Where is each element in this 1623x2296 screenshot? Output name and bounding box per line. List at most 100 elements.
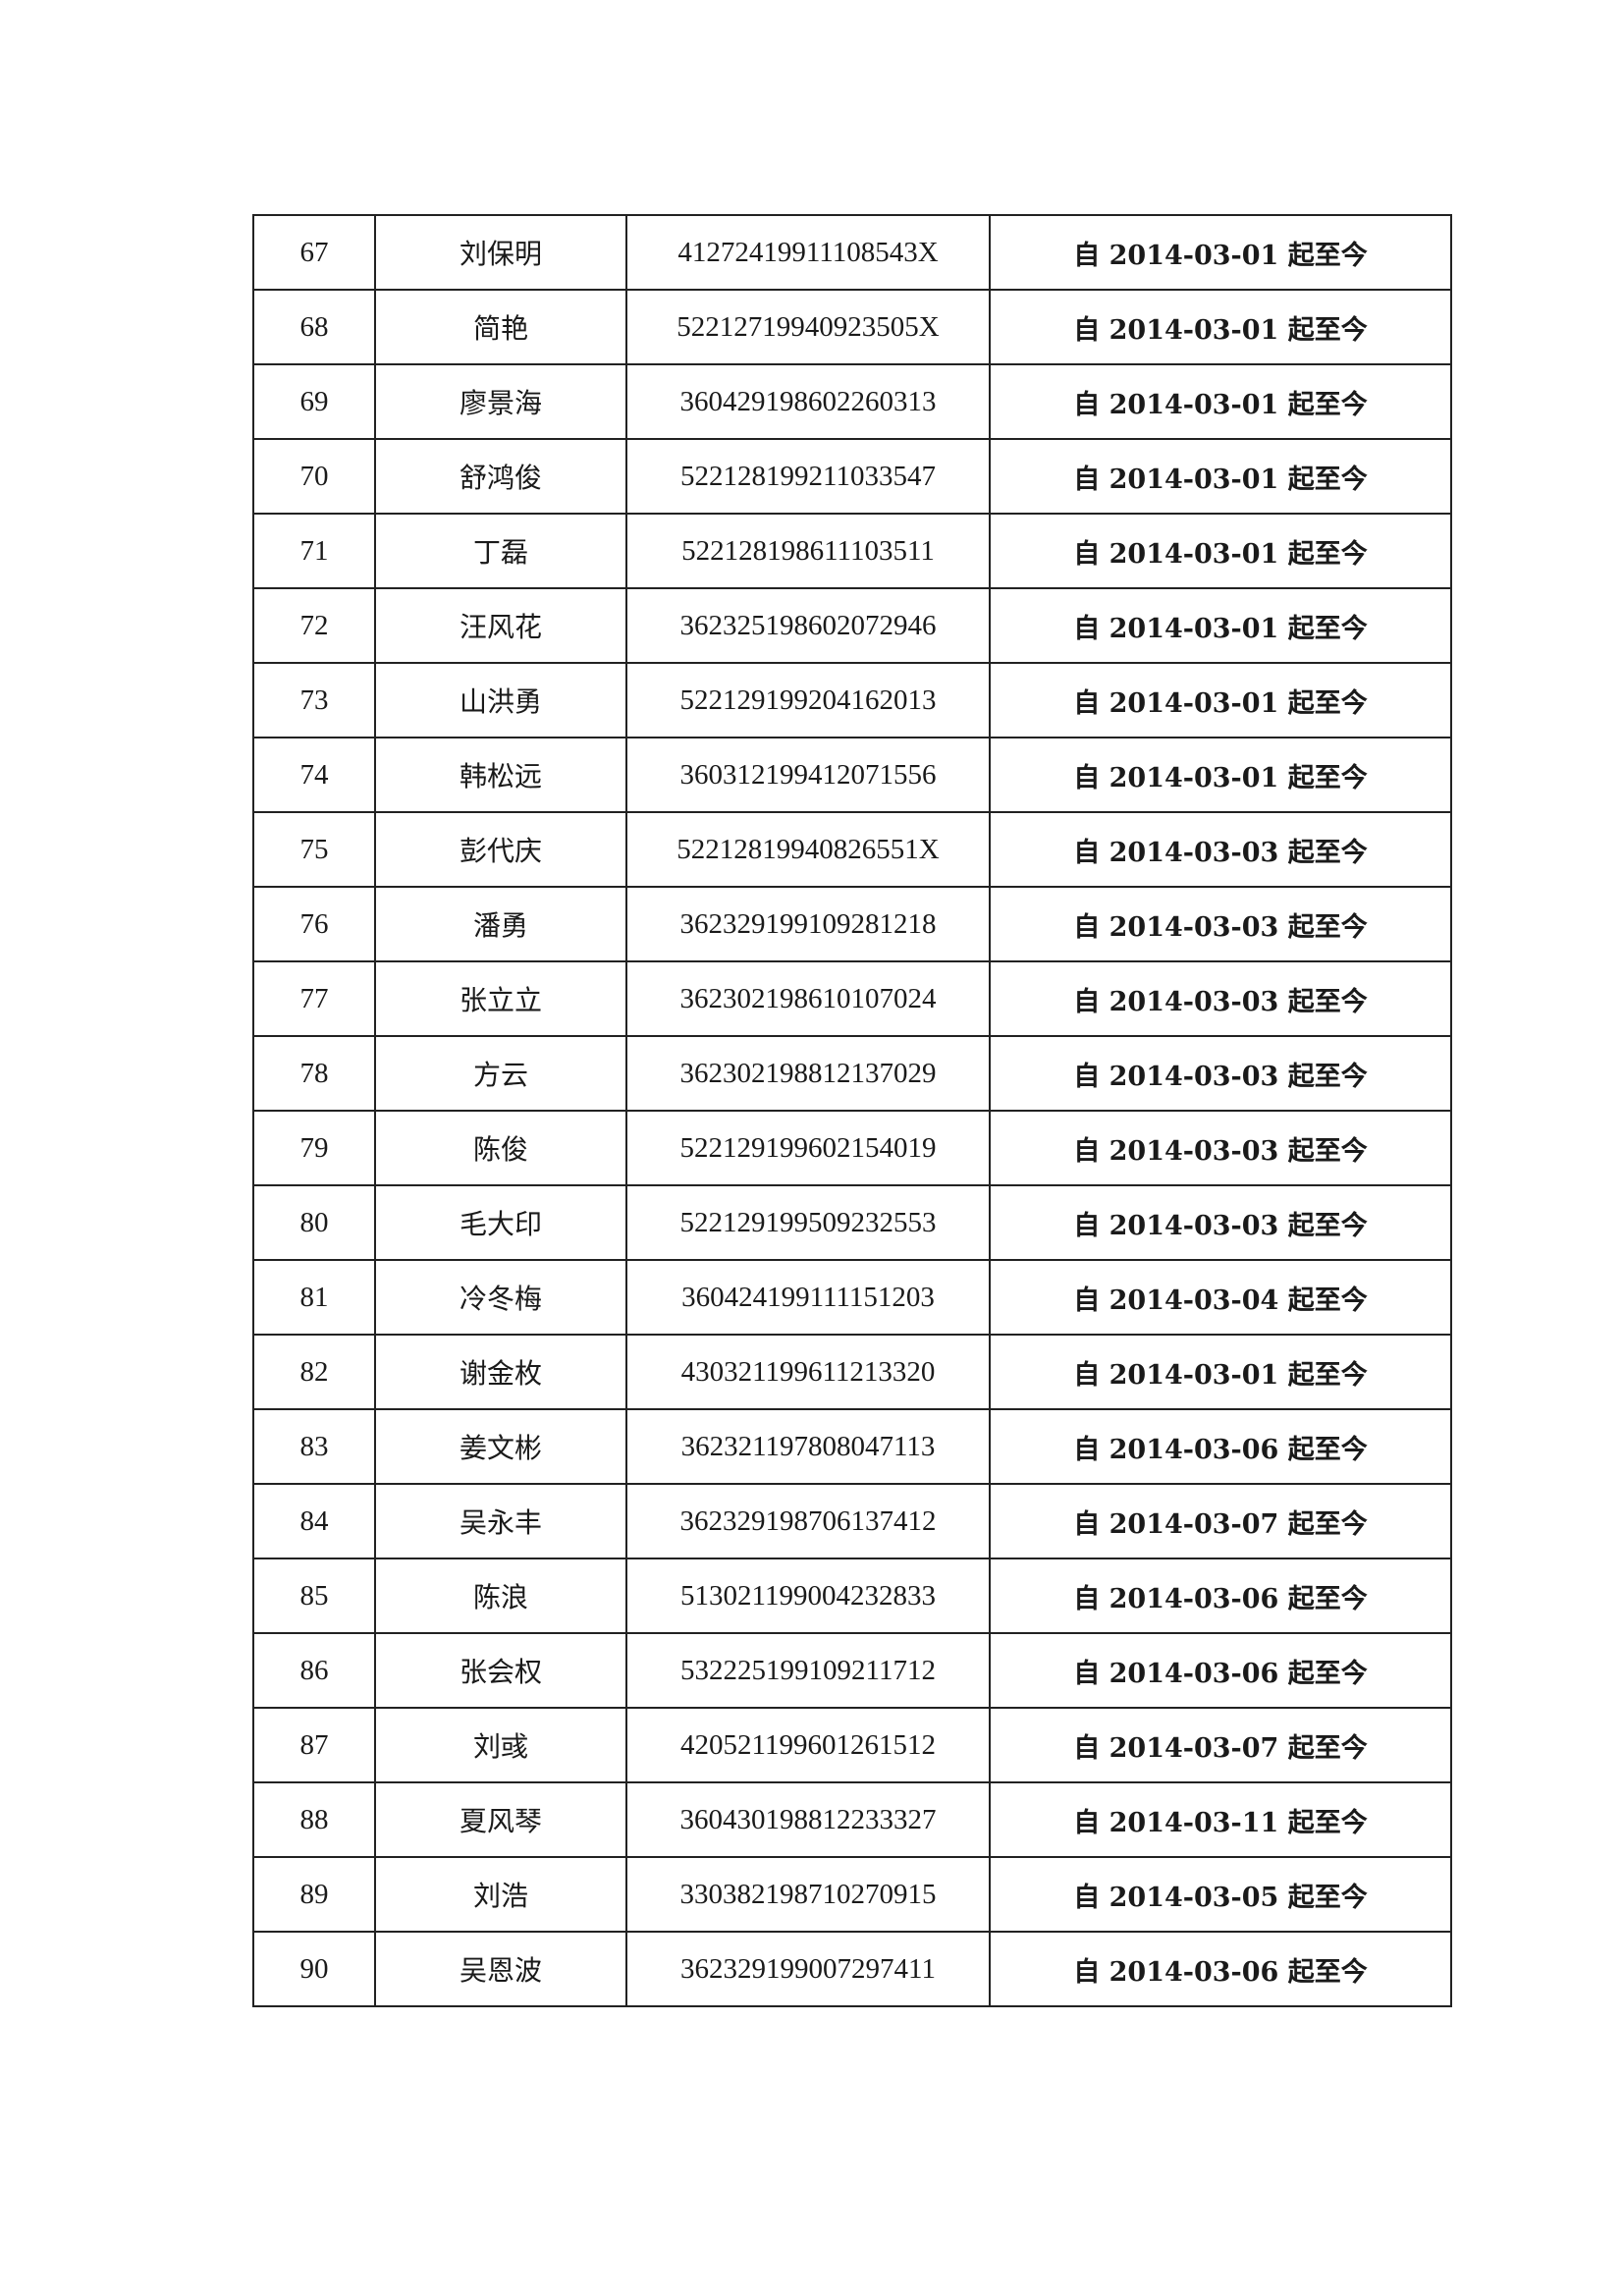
employment-period: 自 2014-03-01 起至今 [989, 662, 1452, 738]
person-name: 方云 [374, 1035, 627, 1112]
person-name: 刘保明 [374, 214, 627, 291]
table-row: 74 韩松远 360312199412071556 自 2014-03-01 起至今 [252, 737, 1452, 813]
table-row: 80 毛大印 522129199509232553 自 2014-03-03 起至今 [252, 1184, 1452, 1261]
table-row: 88 夏风琴 360430198812233327 自 2014-03-11 起至今 [252, 1781, 1452, 1858]
id-number: 522128199211033547 [625, 438, 991, 515]
table-row: 73 山洪勇 522129199204162013 自 2014-03-01 起至今 [252, 662, 1452, 738]
id-number: 513021199004232833 [625, 1558, 991, 1634]
person-name: 彭代庆 [374, 811, 627, 888]
table-row: 78 方云 362302198812137029 自 2014-03-03 起至今 [252, 1035, 1452, 1112]
person-name: 张会权 [374, 1632, 627, 1709]
person-name: 陈俊 [374, 1110, 627, 1186]
table-body: 67 刘保明 41272419911108543X 自 2014-03-01 起至今 6… [252, 214, 1452, 2007]
id-number: 330382198710270915 [625, 1856, 991, 1933]
row-number: 87 [252, 1707, 376, 1783]
table-row: 86 张会权 532225199109211712 自 2014-03-06 起至今 [252, 1632, 1452, 1709]
employment-period: 自 2014-03-06 起至今 [989, 1632, 1452, 1709]
row-number: 67 [252, 214, 376, 291]
id-number: 420521199601261512 [625, 1707, 991, 1783]
person-name: 廖景海 [374, 363, 627, 440]
table-row: 81 冷冬梅 360424199111151203 自 2014-03-04 起至今 [252, 1259, 1452, 1336]
table-row: 77 张立立 362302198610107024 自 2014-03-03 起至今 [252, 960, 1452, 1037]
person-name: 韩松远 [374, 737, 627, 813]
table-row: 68 简艳 52212719940923505X 自 2014-03-01 起至今 [252, 289, 1452, 365]
row-number: 74 [252, 737, 376, 813]
employment-period: 自 2014-03-04 起至今 [989, 1259, 1452, 1336]
person-name: 舒鸿俊 [374, 438, 627, 515]
table-row: 89 刘浩 330382198710270915 自 2014-03-05 起至今 [252, 1856, 1452, 1933]
employment-period: 自 2014-03-03 起至今 [989, 1035, 1452, 1112]
row-number: 70 [252, 438, 376, 515]
table-row: 83 姜文彬 362321197808047113 自 2014-03-06 起至今 [252, 1408, 1452, 1485]
table-row: 71 丁磊 522128198611103511 自 2014-03-01 起至今 [252, 513, 1452, 589]
employee-table: 67 刘保明 41272419911108543X 自 2014-03-01 起至今 6… [252, 214, 1452, 2007]
person-name: 刘彧 [374, 1707, 627, 1783]
table-row: 67 刘保明 41272419911108543X 自 2014-03-01 起至今 [252, 214, 1452, 291]
employment-period: 自 2014-03-07 起至今 [989, 1483, 1452, 1559]
employment-period: 自 2014-03-01 起至今 [989, 214, 1452, 291]
row-number: 88 [252, 1781, 376, 1858]
table-row: 69 廖景海 360429198602260313 自 2014-03-01 起至今 [252, 363, 1452, 440]
person-name: 山洪勇 [374, 662, 627, 738]
employment-period: 自 2014-03-05 起至今 [989, 1856, 1452, 1933]
row-number: 80 [252, 1184, 376, 1261]
employment-period: 自 2014-03-01 起至今 [989, 587, 1452, 664]
row-number: 71 [252, 513, 376, 589]
row-number: 78 [252, 1035, 376, 1112]
row-number: 76 [252, 886, 376, 962]
id-number: 522129199509232553 [625, 1184, 991, 1261]
id-number: 360430198812233327 [625, 1781, 991, 1858]
id-number: 360424199111151203 [625, 1259, 991, 1336]
employment-period: 自 2014-03-03 起至今 [989, 960, 1452, 1037]
employment-period: 自 2014-03-03 起至今 [989, 886, 1452, 962]
employment-period: 自 2014-03-01 起至今 [989, 513, 1452, 589]
person-name: 吴永丰 [374, 1483, 627, 1559]
employment-period: 自 2014-03-11 起至今 [989, 1781, 1452, 1858]
row-number: 90 [252, 1931, 376, 2007]
person-name: 毛大印 [374, 1184, 627, 1261]
id-number: 362325198602072946 [625, 587, 991, 664]
employment-period: 自 2014-03-01 起至今 [989, 289, 1452, 365]
id-number: 522128198611103511 [625, 513, 991, 589]
employment-period: 自 2014-03-06 起至今 [989, 1931, 1452, 2007]
employment-period: 自 2014-03-03 起至今 [989, 1110, 1452, 1186]
person-name: 谢金枚 [374, 1334, 627, 1410]
row-number: 84 [252, 1483, 376, 1559]
id-number: 362302198610107024 [625, 960, 991, 1037]
id-number: 360312199412071556 [625, 737, 991, 813]
employment-period: 自 2014-03-07 起至今 [989, 1707, 1452, 1783]
row-number: 73 [252, 662, 376, 738]
id-number: 362329199007297411 [625, 1931, 991, 2007]
person-name: 吴恩波 [374, 1931, 627, 2007]
id-number: 522129199204162013 [625, 662, 991, 738]
row-number: 77 [252, 960, 376, 1037]
row-number: 83 [252, 1408, 376, 1485]
id-number: 41272419911108543X [625, 214, 991, 291]
person-name: 张立立 [374, 960, 627, 1037]
row-number: 82 [252, 1334, 376, 1410]
person-name: 简艳 [374, 289, 627, 365]
row-number: 81 [252, 1259, 376, 1336]
table-row: 84 吴永丰 362329198706137412 自 2014-03-07 起至今 [252, 1483, 1452, 1559]
person-name: 潘勇 [374, 886, 627, 962]
row-number: 85 [252, 1558, 376, 1634]
employment-period: 自 2014-03-01 起至今 [989, 737, 1452, 813]
person-name: 夏风琴 [374, 1781, 627, 1858]
row-number: 75 [252, 811, 376, 888]
person-name: 丁磊 [374, 513, 627, 589]
employment-period: 自 2014-03-03 起至今 [989, 811, 1452, 888]
row-number: 86 [252, 1632, 376, 1709]
employment-period: 自 2014-03-06 起至今 [989, 1558, 1452, 1634]
table-row: 85 陈浪 513021199004232833 自 2014-03-06 起至今 [252, 1558, 1452, 1634]
person-name: 刘浩 [374, 1856, 627, 1933]
table-row: 90 吴恩波 362329199007297411 自 2014-03-06 起至今 [252, 1931, 1452, 2007]
table-row: 82 谢金枚 430321199611213320 自 2014-03-01 起至今 [252, 1334, 1452, 1410]
row-number: 69 [252, 363, 376, 440]
table-row: 75 彭代庆 52212819940826551X 自 2014-03-03 起至今 [252, 811, 1452, 888]
employment-period: 自 2014-03-03 起至今 [989, 1184, 1452, 1261]
id-number: 360429198602260313 [625, 363, 991, 440]
person-name: 汪风花 [374, 587, 627, 664]
id-number: 362329198706137412 [625, 1483, 991, 1559]
id-number: 362329199109281218 [625, 886, 991, 962]
employment-period: 自 2014-03-01 起至今 [989, 363, 1452, 440]
